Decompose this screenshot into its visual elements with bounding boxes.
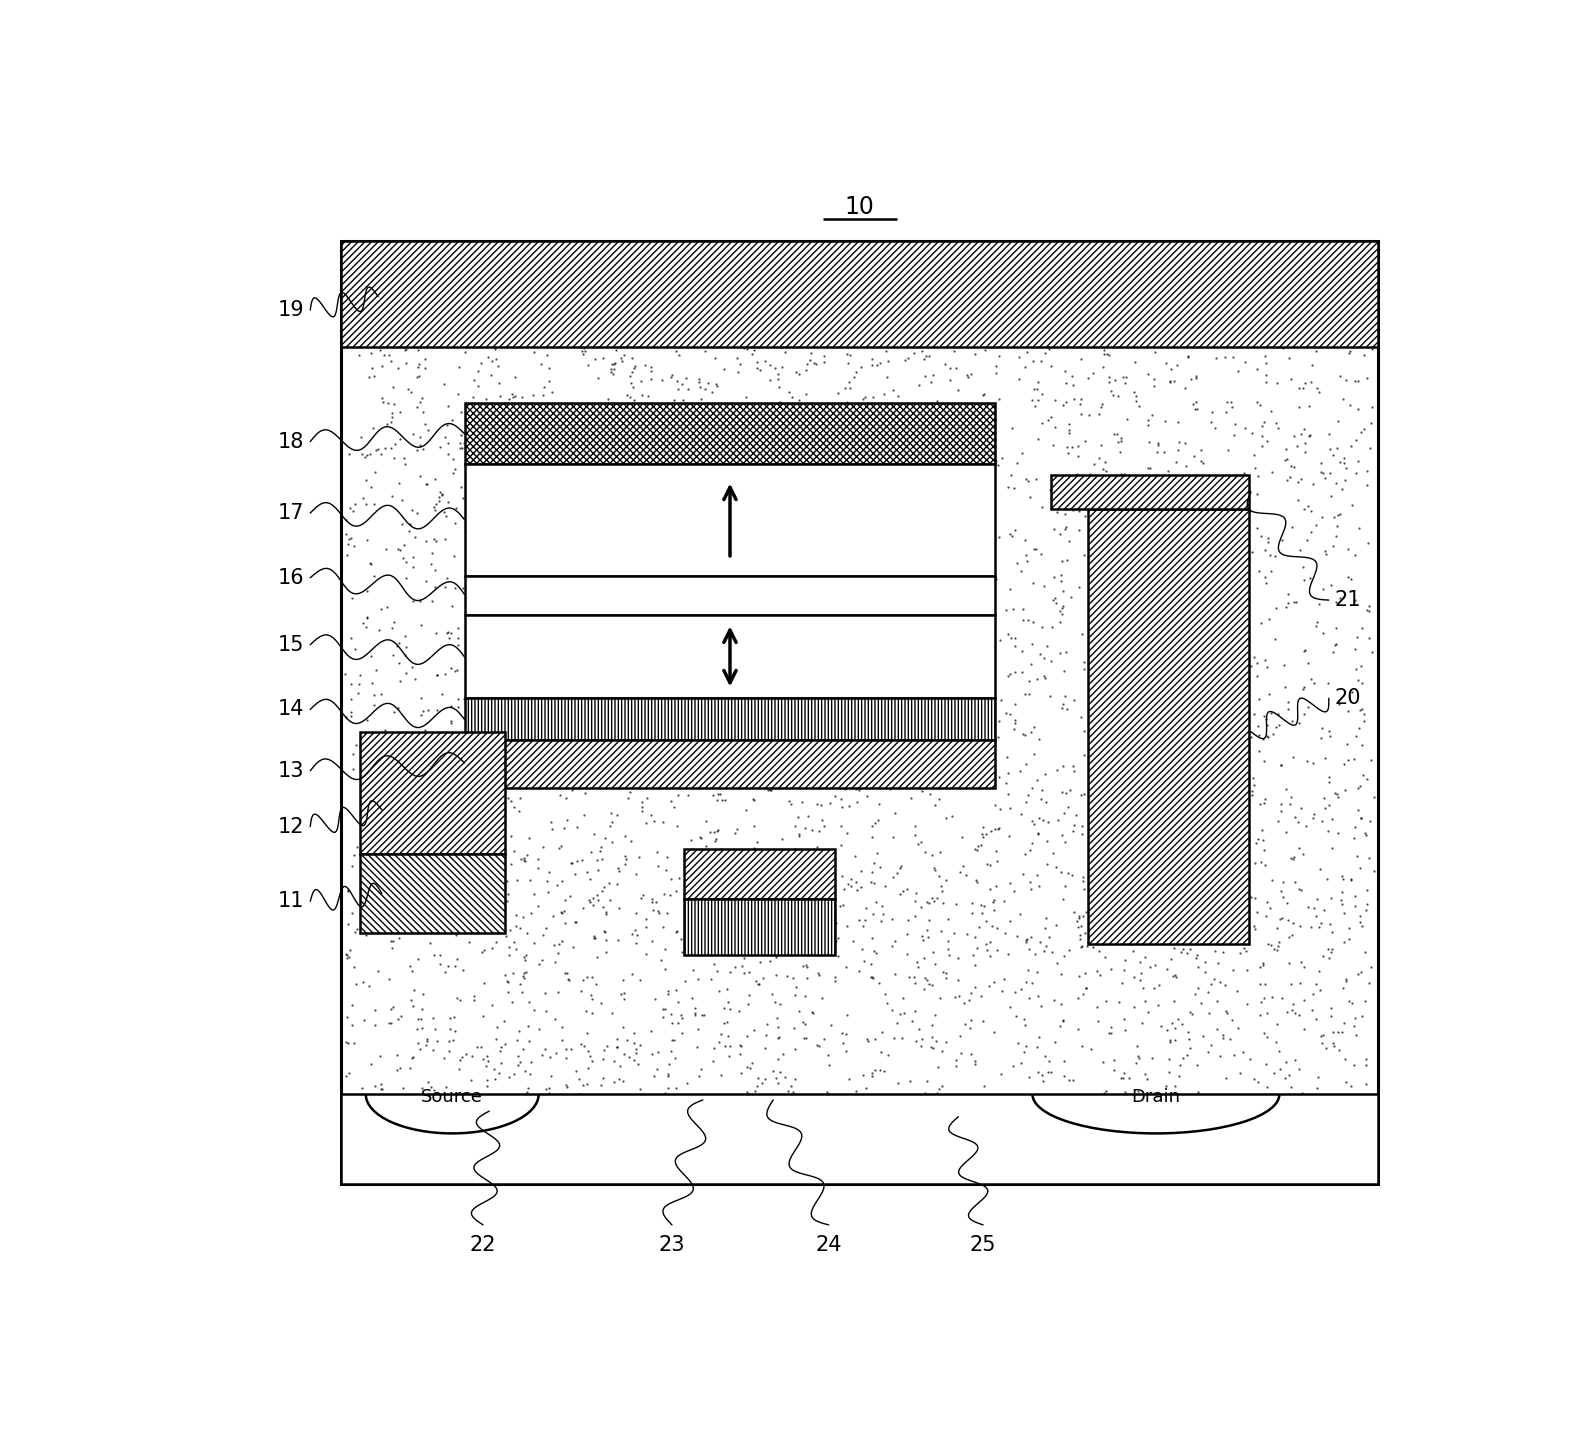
Bar xyxy=(465,614,996,698)
Text: 19: 19 xyxy=(277,300,304,320)
Text: 17: 17 xyxy=(277,503,304,523)
Text: 10: 10 xyxy=(844,194,875,219)
Text: 12: 12 xyxy=(277,817,304,836)
Bar xyxy=(685,898,835,955)
Text: 15: 15 xyxy=(277,635,304,655)
Text: 23: 23 xyxy=(660,1235,685,1255)
Text: 11: 11 xyxy=(277,891,304,911)
Bar xyxy=(465,575,996,614)
Bar xyxy=(465,464,996,575)
Text: 20: 20 xyxy=(1335,688,1362,709)
Text: 14: 14 xyxy=(277,700,304,720)
Text: 21: 21 xyxy=(1335,590,1362,610)
Bar xyxy=(685,849,835,898)
Text: 25: 25 xyxy=(970,1235,996,1255)
Text: Source: Source xyxy=(421,1088,483,1106)
Text: 13: 13 xyxy=(277,761,304,781)
Bar xyxy=(465,403,996,464)
Bar xyxy=(341,1094,1378,1184)
Bar xyxy=(341,241,1378,346)
Bar xyxy=(1051,475,1249,509)
Bar xyxy=(360,855,505,933)
Bar xyxy=(341,241,1378,1184)
Text: 24: 24 xyxy=(816,1235,843,1255)
Text: Drain: Drain xyxy=(1131,1088,1180,1106)
Bar xyxy=(360,732,505,855)
Text: 22: 22 xyxy=(470,1235,497,1255)
Text: 18: 18 xyxy=(277,432,304,452)
Bar xyxy=(465,739,996,788)
Bar xyxy=(1088,509,1249,943)
Text: 16: 16 xyxy=(277,568,304,588)
Bar xyxy=(465,698,996,739)
